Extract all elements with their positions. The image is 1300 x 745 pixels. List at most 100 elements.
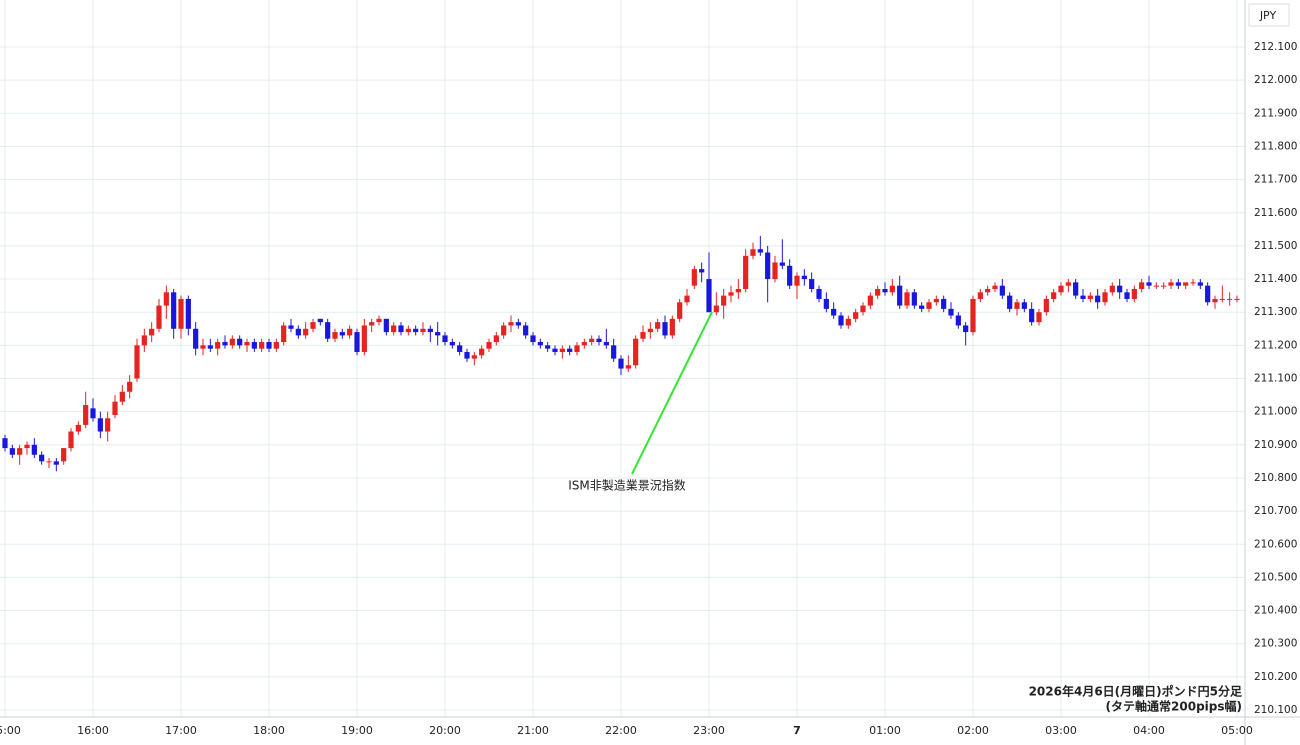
y-tick-label: 210.800 [1254,472,1297,484]
candle-body [647,328,653,333]
candle-body [361,325,367,352]
candle-body [427,328,433,333]
candle-body [999,285,1005,296]
x-tick-label: 21:00 [517,724,549,737]
x-tick-label: 7 [793,724,801,737]
candle-body [515,322,521,326]
candle-body [200,345,206,349]
y-tick-label: 211.900 [1254,107,1297,119]
candle-body [1087,295,1093,299]
candle-body [112,401,118,415]
candle-body [992,285,998,289]
candle-body [794,275,800,286]
candle-body [875,288,881,296]
candle-body [325,322,331,339]
candle-body [171,292,177,329]
y-tick-label: 211.300 [1254,306,1297,318]
y-tick-label: 211.500 [1254,240,1297,252]
candle-body [134,345,140,379]
candle-body [1029,308,1035,323]
candle-body [303,328,309,336]
currency-box [1248,3,1290,27]
candle-body [552,348,558,352]
candle-body [149,328,155,336]
candle-body [743,255,749,289]
candle-body [948,308,954,316]
note: 2026年4月6日(月曜日)ポンド円5分足 [1029,684,1242,699]
candle-body [413,328,419,333]
candle-body [1205,285,1211,303]
candle-body [105,418,111,432]
candle-body [603,342,609,346]
candle-body [332,332,338,339]
candle-body [838,315,844,326]
candle-body [625,365,631,369]
candle-body [317,318,323,323]
candle-body [2,438,8,449]
candle-body [215,342,221,349]
x-tick-label: 20:00 [429,724,461,737]
candle-body [9,448,15,455]
y-tick-label: 211.000 [1254,406,1297,418]
candle-body [281,325,287,343]
candle-body [1175,282,1181,286]
candle-body [1065,282,1071,286]
candle-body [735,288,741,293]
y-tick-label: 211.700 [1254,174,1297,186]
candle-body [963,325,969,333]
candle-body [853,312,859,319]
candle-body [801,275,807,280]
y-tick-label: 210.900 [1254,439,1297,451]
candle-body [53,461,59,465]
candle-body [17,448,23,455]
candle-body [596,338,602,343]
candle-body [691,269,697,286]
candle-body [1043,298,1049,313]
candle-body [618,358,624,369]
x-tick-label: 16:00 [77,724,109,737]
candle-body [229,338,235,346]
candle-body [237,338,243,346]
candle-body [728,292,734,296]
candle-body [310,322,316,329]
candle-body [383,318,389,333]
candle-body [633,338,639,366]
candle-body [1124,292,1130,299]
candle-body [669,318,675,336]
candle-body [1197,282,1203,286]
x-tick-label: 02:00 [957,724,989,737]
x-tick-label: 01:00 [869,724,901,737]
candle-body [508,322,514,326]
candle-body [193,328,199,349]
candle-body [1109,285,1115,293]
candle-body [640,332,646,339]
candle-body [391,325,397,333]
note: (タテ軸通常200pips幅) [1106,699,1242,714]
candle-body [867,295,873,306]
candle-body [119,391,125,402]
candle-body [1227,298,1233,300]
candle-body [772,262,778,280]
candle-body [1212,298,1218,303]
candle-body [259,342,265,349]
candle-body [31,444,37,455]
candle-body [141,335,147,346]
candle-body [369,322,375,326]
annotation-line [631,311,713,475]
y-tick-label: 211.600 [1254,207,1297,219]
candle-body [207,345,213,349]
candle-body [244,342,250,346]
candle-body [662,322,668,336]
candle-body [295,328,301,336]
candle-body [897,285,903,306]
y-tick-label: 210.400 [1254,605,1297,617]
candle-body [1051,292,1057,299]
candle-body [501,325,507,336]
candle-body [1058,285,1064,293]
candle-body [655,322,661,329]
candle-body [266,342,272,349]
candle-body [860,305,866,313]
candle-body [1036,312,1042,323]
candle-body [611,345,617,359]
